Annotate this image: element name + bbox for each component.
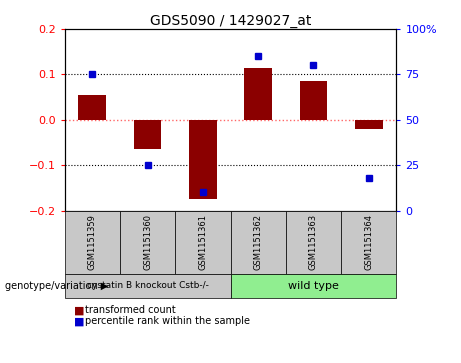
Bar bbox=[189, 120, 217, 199]
Text: ■: ■ bbox=[74, 305, 84, 315]
Text: ■: ■ bbox=[74, 316, 84, 326]
Text: percentile rank within the sample: percentile rank within the sample bbox=[85, 316, 250, 326]
Text: GSM1151364: GSM1151364 bbox=[364, 214, 373, 270]
Bar bbox=[134, 120, 161, 149]
Title: GDS5090 / 1429027_at: GDS5090 / 1429027_at bbox=[150, 14, 311, 28]
Bar bbox=[244, 68, 272, 120]
Text: GSM1151360: GSM1151360 bbox=[143, 214, 152, 270]
Bar bbox=[78, 95, 106, 120]
Bar bbox=[300, 81, 327, 120]
Text: GSM1151362: GSM1151362 bbox=[254, 214, 263, 270]
Text: GSM1151363: GSM1151363 bbox=[309, 214, 318, 270]
Text: cystatin B knockout Cstb-/-: cystatin B knockout Cstb-/- bbox=[87, 281, 208, 290]
Text: GSM1151359: GSM1151359 bbox=[88, 215, 97, 270]
Text: transformed count: transformed count bbox=[85, 305, 176, 315]
Text: wild type: wild type bbox=[288, 281, 339, 291]
Text: GSM1151361: GSM1151361 bbox=[198, 214, 207, 270]
Text: genotype/variation ▶: genotype/variation ▶ bbox=[5, 281, 108, 291]
Bar bbox=[355, 120, 383, 129]
